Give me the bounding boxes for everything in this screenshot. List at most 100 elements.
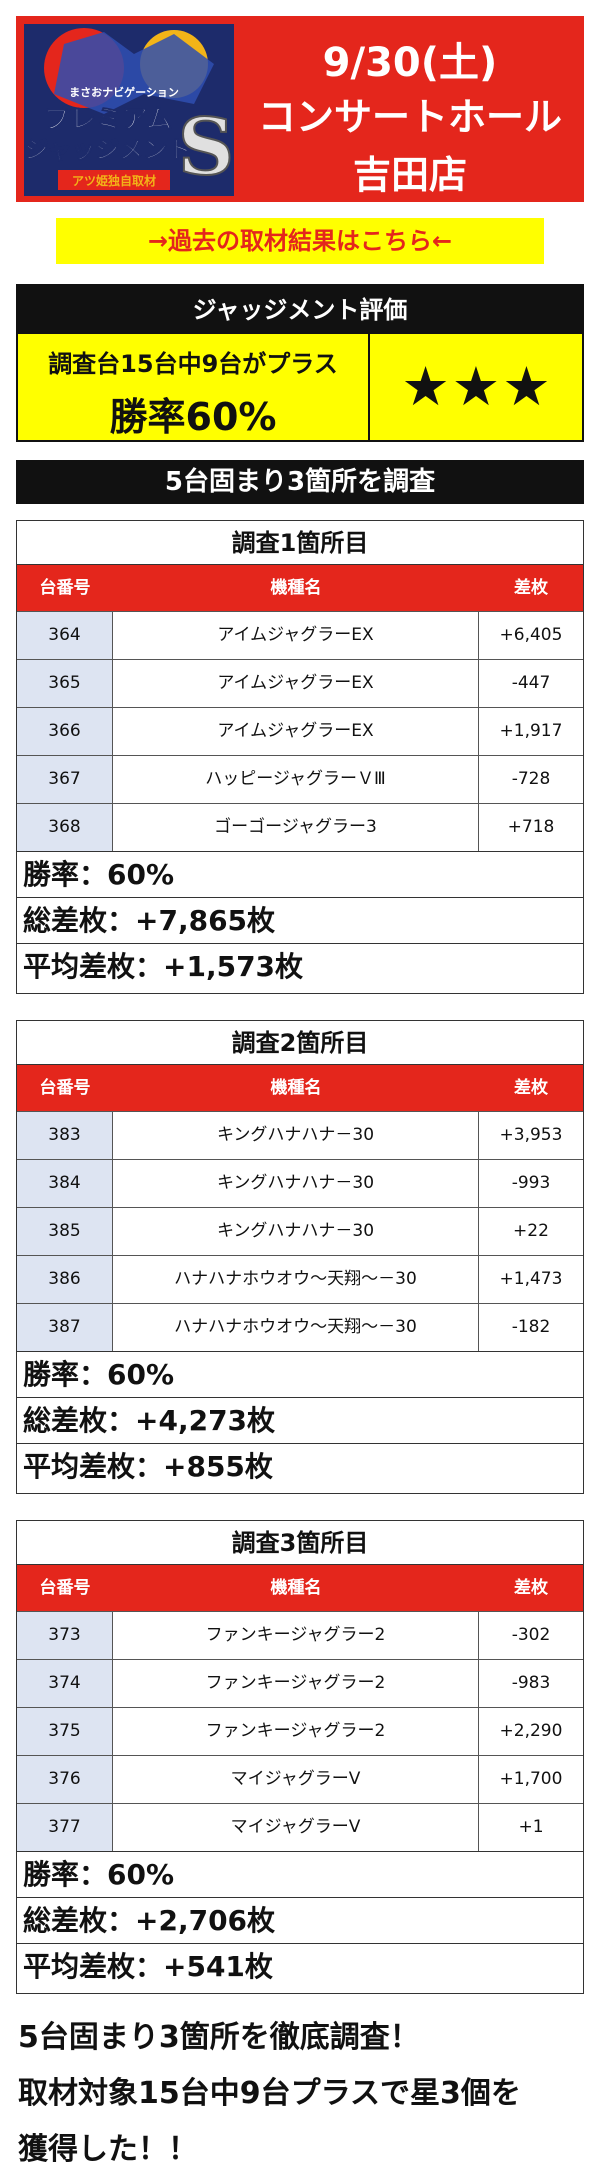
header-machine-number: 台番号 — [39, 1078, 91, 1098]
coin-diff: -447 — [511, 673, 551, 693]
header-model-name: 機種名 — [270, 1578, 322, 1598]
table-row: 367 ハッピージャグラーＶⅢ -728 — [17, 755, 583, 803]
model-name: ファンキージャグラー2 — [113, 1660, 479, 1707]
coin-diff: -182 — [511, 1317, 551, 1337]
closing-line: 獲得した！！ — [18, 2132, 198, 2167]
model-name: ハナハナホウオウ～天翔～－30 — [113, 1304, 479, 1351]
machine-number: 365 — [17, 660, 113, 707]
judgement-title: ジャッジメント評価 — [18, 286, 582, 334]
machine-number: 384 — [17, 1160, 113, 1207]
machine-number: 387 — [17, 1304, 113, 1351]
model-name: アイムジャグラーEX — [113, 708, 479, 755]
table-row: 386 ハナハナホウオウ～天翔～－30 +1,473 — [17, 1255, 583, 1303]
coin-diff: -983 — [511, 1673, 551, 1693]
header-machine-number: 台番号 — [39, 578, 91, 598]
table-row: 376 マイジャグラーV +1,700 — [17, 1755, 583, 1803]
block-average-diff: 平均差枚：+855枚 — [17, 1443, 583, 1489]
machine-number: 377 — [17, 1804, 113, 1851]
logo-kicker: まさおナビゲーション — [69, 85, 179, 99]
model-name: ハッピージャグラーＶⅢ — [113, 756, 479, 803]
machine-number: 383 — [17, 1112, 113, 1159]
table-row: 385 キングハナハナ－30 +22 — [17, 1207, 583, 1255]
survey-block-1: 調査1箇所目 台番号 機種名 差枚 364 アイムジャグラーEX +6,405 … — [16, 520, 584, 994]
closing-line: 取材対象15台中9台プラスで星3個を — [18, 2076, 521, 2111]
block-total-diff: 総差枚：+7,865枚 — [17, 897, 583, 943]
judgement-result: 調査台15台中9台がプラス 勝率60% — [18, 334, 370, 440]
coin-diff: +1,917 — [499, 721, 563, 741]
logo-title-line2: ジャッジメント — [25, 136, 192, 164]
table-header: 台番号 機種名 差枚 — [17, 1065, 583, 1111]
logo-footer: アツ姫独自取材 — [72, 173, 156, 188]
header-model-name: 機種名 — [270, 1078, 322, 1098]
coin-diff: +6,405 — [499, 625, 563, 645]
coin-diff: -302 — [511, 1625, 551, 1645]
block-average-diff: 平均差枚：+541枚 — [17, 1943, 583, 1989]
model-name: ゴーゴージャグラー3 — [113, 804, 479, 851]
model-name: ファンキージャグラー2 — [113, 1612, 479, 1659]
table-row: 375 ファンキージャグラー2 +2,290 — [17, 1707, 583, 1755]
block-title: 調査1箇所目 — [17, 521, 583, 565]
table-row: 383 キングハナハナ－30 +3,953 — [17, 1111, 583, 1159]
logo-badge-letter: S — [178, 102, 234, 193]
block-title: 調査3箇所目 — [17, 1521, 583, 1565]
coin-diff: -993 — [511, 1173, 551, 1193]
closing-line: 5台固まり3箇所を徹底調査！ — [18, 2020, 420, 2055]
machine-number: 385 — [17, 1208, 113, 1255]
past-results-link[interactable]: →過去の取材結果はこちら← — [56, 218, 544, 264]
coin-diff: +22 — [513, 1221, 549, 1241]
coin-diff: +1,700 — [499, 1769, 563, 1789]
table-row: 384 キングハナハナ－30 -993 — [17, 1159, 583, 1207]
header-coin-diff: 差枚 — [514, 578, 548, 598]
block-win-rate: 勝率：60% — [17, 1351, 583, 1397]
header-machine-number: 台番号 — [39, 1578, 91, 1598]
block-title: 調査2箇所目 — [17, 1021, 583, 1065]
machine-number: 366 — [17, 708, 113, 755]
coin-diff: -728 — [511, 769, 551, 789]
table-row: 387 ハナハナホウオウ～天翔～－30 -182 — [17, 1303, 583, 1351]
machine-number: 376 — [17, 1756, 113, 1803]
machine-number: 374 — [17, 1660, 113, 1707]
coin-diff: +2,290 — [499, 1721, 563, 1741]
table-row: 366 アイムジャグラーEX +1,917 — [17, 707, 583, 755]
judgement-win-rate: 勝率60% — [109, 395, 277, 439]
machine-number: 368 — [17, 804, 113, 851]
header-text: 9/30(土) コンサートホール 吉田店 — [236, 16, 584, 202]
header-model-name: 機種名 — [270, 578, 322, 598]
machine-number: 364 — [17, 612, 113, 659]
judgement-summary: 調査台15台中9台がプラス — [48, 350, 338, 378]
table-row: 374 ファンキージャグラー2 -983 — [17, 1659, 583, 1707]
model-name: アイムジャグラーEX — [113, 660, 479, 707]
survey-heading: 5台固まり3箇所を調査 — [16, 460, 584, 504]
model-name: キングハナハナ－30 — [113, 1112, 479, 1159]
header-coin-diff: 差枚 — [514, 1578, 548, 1598]
closing-summary: 5台固まり3箇所を徹底調査！ 取材対象15台中9台プラスで星3個を 獲得した！！ — [18, 2010, 584, 2178]
survey-date: 9/30(土) — [322, 40, 498, 86]
table-header: 台番号 機種名 差枚 — [17, 1565, 583, 1611]
premium-judgement-logo: まさおナビゲーション プレミアム ジャッジメント S アツ姫独自取材 — [24, 24, 234, 196]
model-name: ファンキージャグラー2 — [113, 1708, 479, 1755]
store-name: 吉田店 — [352, 153, 467, 197]
model-name: ハナハナホウオウ～天翔～－30 — [113, 1256, 479, 1303]
model-name: マイジャグラーV — [113, 1804, 479, 1851]
model-name: キングハナハナ－30 — [113, 1160, 479, 1207]
survey-block-2: 調査2箇所目 台番号 機種名 差枚 383 キングハナハナ－30 +3,953 … — [16, 1020, 584, 1494]
coin-diff: +1 — [518, 1817, 544, 1837]
model-name: キングハナハナ－30 — [113, 1208, 479, 1255]
table-row: 368 ゴーゴージャグラー3 +718 — [17, 803, 583, 851]
table-row: 364 アイムジャグラーEX +6,405 — [17, 611, 583, 659]
coin-diff: +3,953 — [499, 1125, 563, 1145]
coin-diff: +1,473 — [499, 1269, 563, 1289]
machine-number: 375 — [17, 1708, 113, 1755]
logo-title-line1: プレミアム — [44, 105, 172, 135]
block-total-diff: 総差枚：+4,273枚 — [17, 1397, 583, 1443]
table-row: 373 ファンキージャグラー2 -302 — [17, 1611, 583, 1659]
machine-number: 373 — [17, 1612, 113, 1659]
table-header: 台番号 機種名 差枚 — [17, 565, 583, 611]
hall-name: コンサートホール — [257, 95, 562, 139]
table-row: 365 アイムジャグラーEX -447 — [17, 659, 583, 707]
block-total-diff: 総差枚：+2,706枚 — [17, 1897, 583, 1943]
star-rating: ★★★ — [401, 355, 553, 418]
header-banner: まさおナビゲーション プレミアム ジャッジメント S アツ姫独自取材 9/30(… — [16, 16, 584, 202]
coin-diff: +718 — [507, 817, 555, 837]
model-name: マイジャグラーV — [113, 1756, 479, 1803]
